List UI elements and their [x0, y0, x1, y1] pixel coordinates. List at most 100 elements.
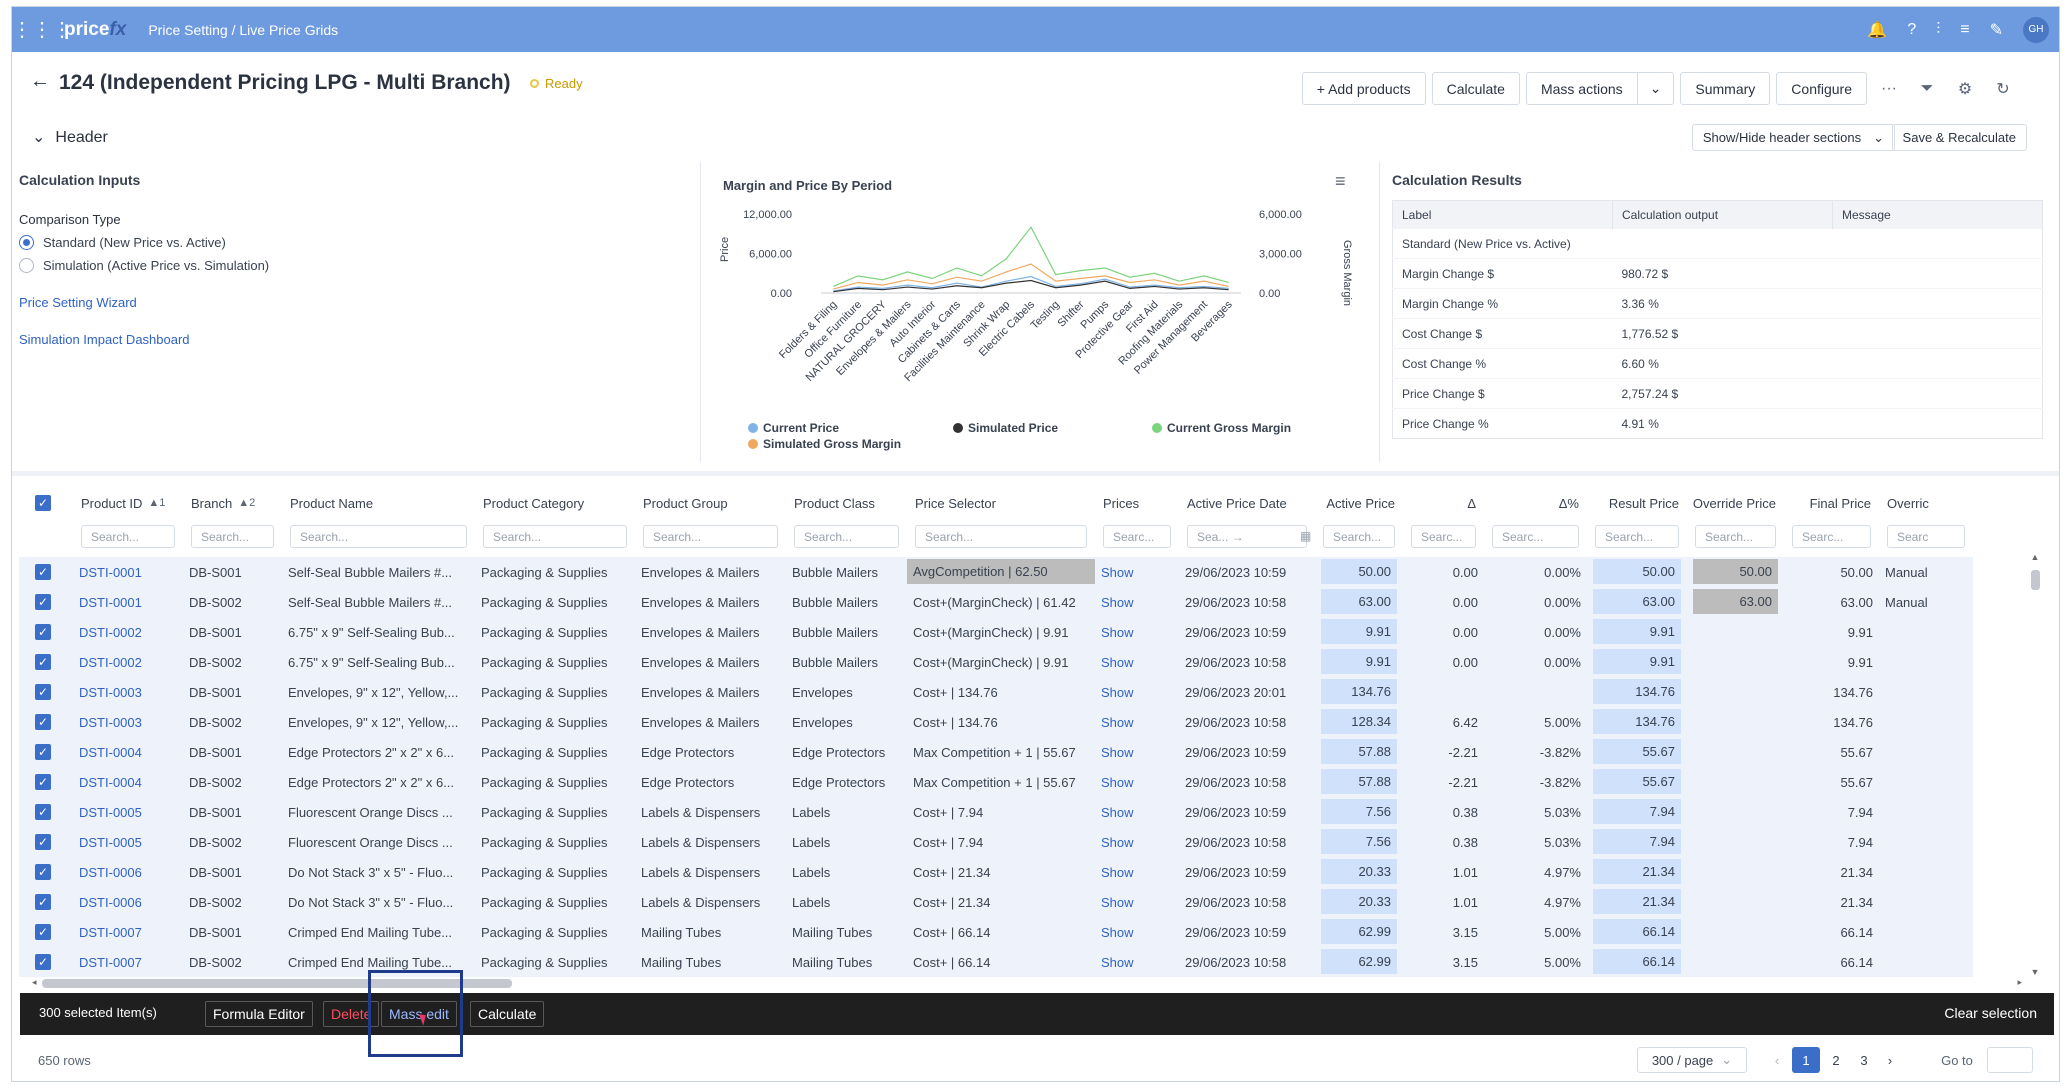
bell-icon[interactable]: 🔔: [1867, 21, 1888, 39]
table-row[interactable]: ✓ DSTI-0005 DB-S002 Fluorescent Orange Disc…: [19, 827, 1973, 857]
table-row[interactable]: ✓ DSTI-0006 DB-S001 Do Not Stack 3" x 5" - …: [19, 857, 1973, 887]
show-prices-link[interactable]: Show: [1101, 714, 1134, 730]
table-row[interactable]: ✓ DSTI-0007 DB-S002 Crimped End Mailing Tub…: [19, 947, 1973, 977]
table-row[interactable]: ✓ DSTI-0004 DB-S002 Edge Protectors 2" x 2"…: [19, 767, 1973, 797]
column-search-input[interactable]: Search...: [483, 525, 627, 548]
back-arrow-icon[interactable]: ←: [30, 70, 50, 92]
row-checkbox[interactable]: ✓: [35, 564, 51, 580]
app-logo[interactable]: pricefx: [64, 19, 126, 41]
show-prices-link[interactable]: Show: [1101, 594, 1134, 610]
column-header[interactable]: Product Name: [282, 491, 475, 515]
column-search-input[interactable]: Search...: [191, 525, 274, 548]
scroll-left-icon[interactable]: ◂: [32, 977, 37, 987]
row-checkbox[interactable]: ✓: [35, 774, 51, 790]
product-id-link[interactable]: DSTI-0002: [79, 624, 142, 640]
table-row[interactable]: ✓ DSTI-0004 DB-S001 Edge Protectors 2" x 2"…: [19, 737, 1973, 767]
show-prices-link[interactable]: Show: [1101, 624, 1134, 640]
refresh-icon[interactable]: ↻: [1996, 80, 2010, 98]
table-row[interactable]: ✓ DSTI-0007 DB-S001 Crimped End Mailing Tub…: [19, 917, 1973, 947]
scroll-right-icon[interactable]: ▸: [2017, 977, 2022, 987]
show-prices-link[interactable]: Show: [1101, 864, 1134, 880]
row-checkbox[interactable]: ✓: [35, 624, 51, 640]
horizontal-scroll-thumb[interactable]: [42, 979, 512, 988]
column-search-input[interactable]: Search...: [794, 525, 899, 548]
simulation-dashboard-link[interactable]: Simulation Impact Dashboard: [19, 332, 190, 347]
column-search-input[interactable]: Searc...: [1792, 525, 1871, 548]
column-search-input[interactable]: Search...: [1595, 525, 1679, 548]
next-page-icon[interactable]: ›: [1887, 1052, 1893, 1068]
avatar[interactable]: GH: [2023, 16, 2049, 43]
more-icon[interactable]: ···: [1881, 79, 1897, 97]
show-prices-link[interactable]: Show: [1101, 564, 1134, 580]
column-header[interactable]: Active Price Date: [1179, 491, 1315, 515]
row-checkbox[interactable]: ✓: [35, 864, 51, 880]
product-id-link[interactable]: DSTI-0003: [79, 684, 142, 700]
mass-actions-dropdown[interactable]: ⌄: [1637, 72, 1675, 105]
table-row[interactable]: ✓ DSTI-0005 DB-S001 Fluorescent Orange Disc…: [19, 797, 1973, 827]
product-id-link[interactable]: DSTI-0005: [79, 804, 142, 820]
column-search-input[interactable]: Searc...: [1492, 525, 1579, 548]
table-row[interactable]: ✓ DSTI-0001 DB-S002 Self-Seal Bubble Mailer…: [19, 587, 1973, 617]
column-header[interactable]: Δ: [1403, 491, 1484, 515]
goto-input[interactable]: [1987, 1047, 2033, 1073]
product-id-link[interactable]: DSTI-0001: [79, 594, 142, 610]
calculate-button[interactable]: Calculate: [1431, 72, 1520, 105]
row-checkbox[interactable]: ✓: [35, 654, 51, 670]
row-checkbox[interactable]: ✓: [35, 594, 51, 610]
column-header[interactable]: Override Price: [1687, 491, 1784, 515]
row-checkbox[interactable]: ✓: [35, 894, 51, 910]
column-header[interactable]: Prices: [1095, 491, 1179, 515]
product-id-link[interactable]: DSTI-0004: [79, 774, 142, 790]
table-row[interactable]: ✓ DSTI-0006 DB-S002 Do Not Stack 3" x 5" - …: [19, 887, 1973, 917]
table-row[interactable]: ✓ DSTI-0002 DB-S001 6.75" x 9" Self-Sealing…: [19, 617, 1973, 647]
table-row[interactable]: ✓ DSTI-0003 DB-S001 Envelopes, 9" x 12", Ye…: [19, 677, 1973, 707]
show-prices-link[interactable]: Show: [1101, 894, 1134, 910]
table-row[interactable]: ✓ DSTI-0001 DB-S001 Self-Seal Bubble Mailer…: [19, 557, 1973, 587]
column-header[interactable]: Product Group: [635, 491, 786, 515]
column-header[interactable]: Product Class: [786, 491, 907, 515]
column-search-input[interactable]: Search...: [81, 525, 175, 548]
page-size-select[interactable]: 300 / page ⌄: [1637, 1047, 1747, 1073]
prev-page-icon[interactable]: ‹: [1774, 1052, 1780, 1068]
formula-editor-button[interactable]: Formula Editor: [205, 1001, 313, 1027]
horizontal-scrollbar[interactable]: ◂ ▸: [32, 977, 2022, 989]
calendar-icon[interactable]: ▦: [1300, 529, 1312, 543]
show-prices-link[interactable]: Show: [1101, 684, 1134, 700]
tools-icon[interactable]: ✎: [1989, 21, 2003, 39]
product-id-link[interactable]: DSTI-0004: [79, 744, 142, 760]
scroll-down-icon[interactable]: ▼: [2030, 967, 2040, 977]
table-row[interactable]: ✓ DSTI-0002 DB-S002 6.75" x 9" Self-Sealing…: [19, 647, 1973, 677]
column-search-input[interactable]: Search...: [643, 525, 778, 548]
column-search-input[interactable]: Search...: [290, 525, 467, 548]
mass-edit-button[interactable]: Mass edit: [381, 1001, 457, 1027]
select-all-checkbox[interactable]: ✓: [35, 495, 51, 511]
product-id-link[interactable]: DSTI-0007: [79, 954, 142, 970]
column-header[interactable]: Overric: [1879, 491, 1973, 515]
page-2[interactable]: 2: [1832, 1052, 1840, 1068]
apps-grid-icon[interactable]: ⋮⋮⋮: [12, 19, 72, 41]
column-search-input[interactable]: Searc: [1887, 525, 1965, 548]
delete-button[interactable]: Delete: [323, 1001, 380, 1027]
column-header[interactable]: Branch ▲2: [183, 491, 282, 515]
row-checkbox[interactable]: ✓: [35, 684, 51, 700]
help-icon[interactable]: ?: [1907, 20, 1917, 38]
product-id-link[interactable]: DSTI-0007: [79, 924, 142, 940]
show-prices-link[interactable]: Show: [1101, 774, 1134, 790]
show-prices-link[interactable]: Show: [1101, 654, 1134, 670]
radio-simulation[interactable]: Simulation (Active Price vs. Simulation): [19, 258, 689, 273]
row-checkbox[interactable]: ✓: [35, 924, 51, 940]
row-checkbox[interactable]: ✓: [35, 714, 51, 730]
clear-selection-button[interactable]: Clear selection: [1944, 1005, 2037, 1021]
row-checkbox[interactable]: ✓: [35, 804, 51, 820]
vertical-scroll-thumb[interactable]: [2031, 570, 2040, 590]
page-3[interactable]: 3: [1860, 1052, 1868, 1068]
product-id-link[interactable]: DSTI-0003: [79, 714, 142, 730]
product-id-link[interactable]: DSTI-0006: [79, 864, 142, 880]
column-header[interactable]: Product ID ▲1: [73, 491, 183, 515]
column-header[interactable]: Active Price: [1315, 491, 1403, 515]
row-checkbox[interactable]: ✓: [35, 834, 51, 850]
column-search-input[interactable]: Sea... →: [1187, 525, 1307, 548]
radio-standard[interactable]: Standard (New Price vs. Active): [19, 235, 689, 250]
column-header[interactable]: Product Category: [475, 491, 635, 515]
show-prices-link[interactable]: Show: [1101, 744, 1134, 760]
